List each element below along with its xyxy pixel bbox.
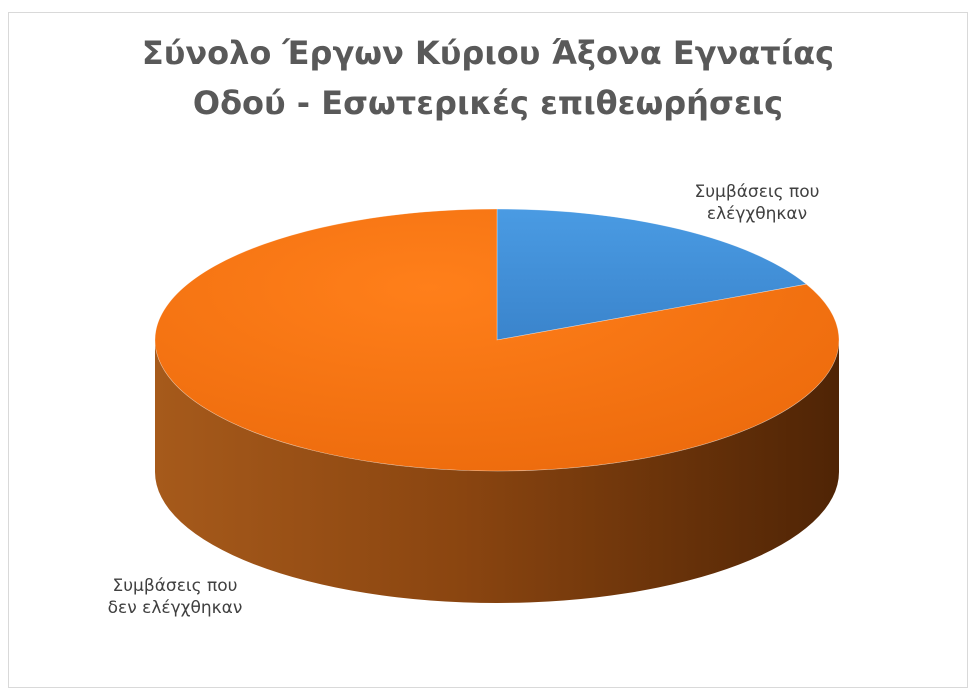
slice-label-checked-line-2: ελέγχθηκαν <box>706 204 808 224</box>
slice-label-unchecked-line-2: δεν ελέγχθηκαν <box>107 598 243 618</box>
slice-label-unchecked-line-1: Συμβάσεις που <box>112 576 238 596</box>
pie-slice-unchecked <box>154 208 840 472</box>
pie-side-wall <box>155 340 839 603</box>
slice-label-unchecked: Συμβάσεις που δεν ελέγχθηκαν <box>80 575 270 619</box>
chart-title: Σύνολο Έργων Κύριου Άξονα Εγνατίας Οδού … <box>0 28 976 128</box>
chart-title-line-1: Σύνολο Έργων Κύριου Άξονα Εγνατίας <box>141 34 835 72</box>
slice-label-checked-line-1: Συμβάσεις που <box>694 182 820 202</box>
pie-slice-checked <box>496 208 808 341</box>
slice-label-checked: Συμβάσεις που ελέγχθηκαν <box>662 181 852 225</box>
pie-group <box>154 208 840 603</box>
chart-title-line-2: Οδού - Εσωτερικές επιθεωρήσεις <box>192 84 784 122</box>
